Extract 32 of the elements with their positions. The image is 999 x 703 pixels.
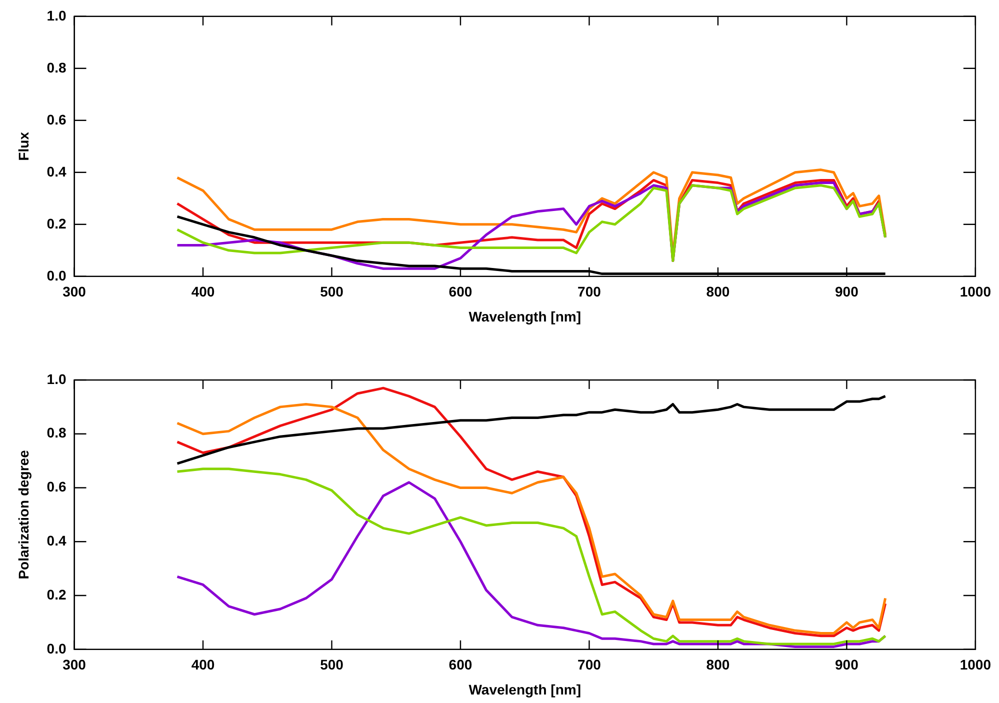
y-tick-label: 0.0: [46, 640, 66, 656]
x-tick-label: 600: [448, 284, 472, 300]
x-tick-label: 500: [320, 656, 344, 673]
y-tick-label: 0.8: [46, 424, 66, 441]
y-tick-label: 0.0: [46, 267, 66, 284]
x-tick-label: 400: [191, 284, 215, 300]
x-axis-title: Wavelength [nm]: [468, 681, 581, 698]
y-tick-label: 0.4: [46, 163, 66, 180]
x-tick-label: 700: [578, 284, 602, 300]
y-tick-label: 0.8: [46, 59, 66, 76]
x-tick-label: 1000: [960, 656, 992, 673]
y-axis-title: Polarization degree: [15, 450, 32, 580]
x-tick-label: 300: [62, 284, 86, 300]
y-tick-label: 0.4: [46, 532, 66, 548]
y-axis-title: Flux: [15, 132, 32, 161]
x-tick-label: 800: [706, 284, 730, 300]
x-tick-label: 800: [706, 656, 730, 673]
y-tick-label: 0.2: [46, 215, 66, 232]
x-tick-label: 900: [835, 656, 859, 673]
x-tick-label: 700: [578, 656, 602, 673]
x-tick-label: 400: [191, 656, 215, 673]
x-tick-label: 600: [448, 656, 472, 673]
y-tick-label: 0.2: [46, 586, 66, 602]
x-tick-label: 300: [62, 656, 86, 673]
y-tick-label: 1.0: [46, 7, 66, 24]
x-tick-label: 1000: [960, 284, 992, 300]
y-tick-label: 1.0: [46, 370, 66, 387]
y-tick-label: 0.6: [46, 111, 66, 128]
x-tick-label: 500: [320, 284, 344, 300]
x-axis-title: Wavelength [nm]: [468, 308, 581, 324]
x-tick-label: 900: [835, 284, 859, 300]
y-tick-label: 0.6: [46, 478, 66, 495]
